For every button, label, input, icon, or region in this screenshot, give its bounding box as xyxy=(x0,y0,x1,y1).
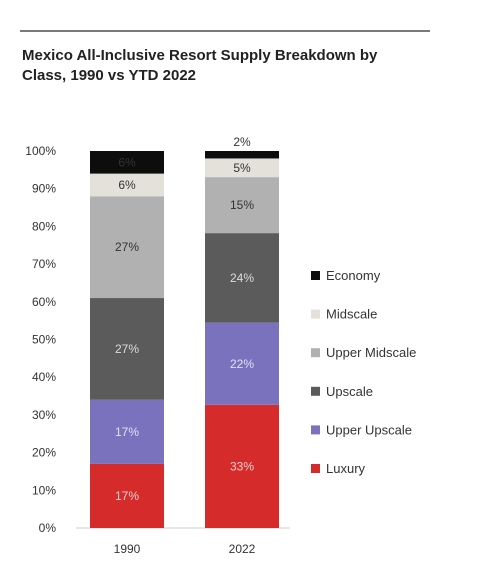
legend-swatch-upscale xyxy=(311,386,320,396)
legend-label: Luxury xyxy=(326,461,366,476)
data-label: 2% xyxy=(233,135,251,149)
data-label: 27% xyxy=(115,240,139,254)
legend-swatch-upper-upscale xyxy=(311,425,320,435)
legend-swatch-luxury xyxy=(311,464,320,473)
data-label: 17% xyxy=(115,489,139,503)
bar-segment-midscale-2022 xyxy=(205,158,279,178)
bar-segment-luxury-2022 xyxy=(205,404,279,528)
y-tick-label: 80% xyxy=(32,219,56,233)
y-tick-label: 100% xyxy=(25,144,56,158)
data-label: 17% xyxy=(115,425,139,439)
legend-label: Midscale xyxy=(326,307,377,322)
bar-segment-upscale-1990 xyxy=(90,298,164,400)
bar-segment-upper-midscale-1990 xyxy=(90,196,164,299)
data-label: 6% xyxy=(118,155,136,169)
legend-swatch-upper-midscale xyxy=(311,348,320,358)
data-label: 15% xyxy=(230,198,254,212)
bar-segment-upper-upscale-2022 xyxy=(205,322,279,405)
y-tick-label: 50% xyxy=(32,333,56,347)
legend-label: Upscale xyxy=(326,384,373,399)
legend-swatch-midscale xyxy=(311,309,320,319)
bar-segment-upscale-2022 xyxy=(205,233,279,323)
bar-segment-economy-2022 xyxy=(205,151,279,159)
y-tick-label: 40% xyxy=(32,370,56,384)
data-label: 27% xyxy=(115,342,139,356)
bar-segment-upper-upscale-1990 xyxy=(90,399,164,464)
y-tick-label: 90% xyxy=(32,182,56,196)
chart-title: Mexico All-Inclusive Resort Supply Break… xyxy=(22,47,378,84)
bar-segment-luxury-1990 xyxy=(90,463,164,528)
bar-segment-upper-midscale-2022 xyxy=(205,177,279,234)
x-tick-label: 1990 xyxy=(114,542,141,556)
title-divider xyxy=(20,30,430,32)
bar-segment-midscale-1990 xyxy=(90,173,164,197)
data-label: 24% xyxy=(230,271,254,285)
y-tick-label: 10% xyxy=(32,483,56,497)
data-label: 5% xyxy=(233,161,251,175)
y-tick-label: 30% xyxy=(32,408,56,422)
legend-label: Economy xyxy=(326,268,381,283)
y-tick-label: 20% xyxy=(32,446,56,460)
bar-segment-economy-1990 xyxy=(90,151,164,174)
y-tick-label: 60% xyxy=(32,295,56,309)
x-tick-label: 2022 xyxy=(229,542,256,556)
data-label: 6% xyxy=(118,178,136,192)
legend-label: Upper Midscale xyxy=(326,345,416,360)
legend-swatch-economy xyxy=(311,271,320,280)
legend-label: Upper Upscale xyxy=(326,422,412,437)
y-tick-label: 0% xyxy=(39,521,57,535)
data-label: 33% xyxy=(230,459,254,473)
y-tick-label: 70% xyxy=(32,257,56,271)
data-label: 22% xyxy=(230,357,254,371)
